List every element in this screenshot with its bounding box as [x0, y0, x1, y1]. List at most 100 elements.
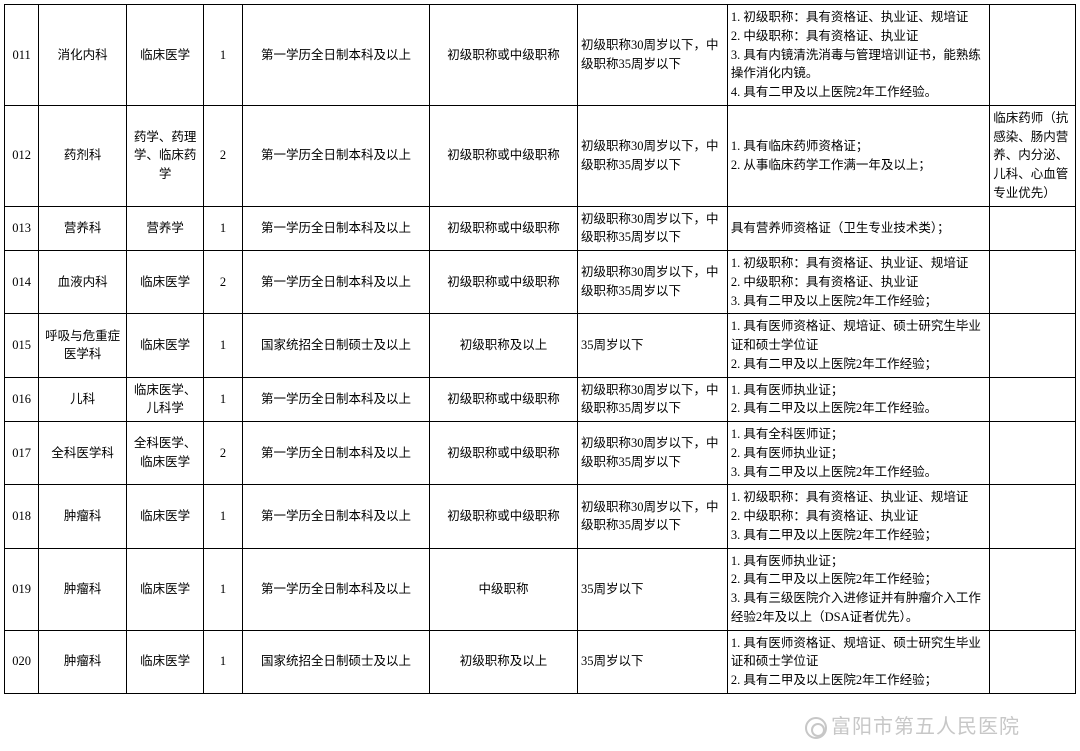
cell: 临床医学、儿科学	[127, 377, 204, 422]
cell: 第一学历全日制本科及以上	[242, 5, 429, 106]
cell: 1. 初级职称：具有资格证、执业证、规培证2. 中级职称：具有资格证、执业证3.…	[727, 5, 989, 106]
cell	[990, 314, 1076, 377]
cell: 第一学历全日制本科及以上	[242, 206, 429, 251]
cell: 第一学历全日制本科及以上	[242, 485, 429, 548]
cell: 具有营养师资格证（卫生专业技术类）；	[727, 206, 989, 251]
cell	[990, 377, 1076, 422]
cell: 1. 初级职称：具有资格证、执业证、规培证2. 中级职称：具有资格证、执业证3.…	[727, 251, 989, 314]
cell: 1	[204, 377, 243, 422]
cell: 初级职称30周岁以下，中级职称35周岁以下	[577, 377, 727, 422]
cell: 肿瘤科	[39, 548, 127, 630]
cell: 初级职称或中级职称	[430, 105, 578, 206]
cell: 015	[5, 314, 39, 377]
cell: 肿瘤科	[39, 485, 127, 548]
cell: 全科医学科	[39, 422, 127, 485]
recruitment-table: 011消化内科临床医学1第一学历全日制本科及以上初级职称或中级职称初级职称30周…	[4, 4, 1076, 694]
cell	[990, 251, 1076, 314]
table-row: 020肿瘤科临床医学1国家统招全日制硕士及以上初级职称及以上35周岁以下1. 具…	[5, 630, 1076, 693]
cell: 1	[204, 5, 243, 106]
cell: 1	[204, 548, 243, 630]
cell: 营养学	[127, 206, 204, 251]
cell: 第一学历全日制本科及以上	[242, 105, 429, 206]
cell: 第一学历全日制本科及以上	[242, 548, 429, 630]
cell: 第一学历全日制本科及以上	[242, 377, 429, 422]
cell: 1. 具有医师执业证；2. 具有二甲及以上医院2年工作经验。	[727, 377, 989, 422]
cell: 儿科	[39, 377, 127, 422]
cell: 1. 具有医师执业证；2. 具有二甲及以上医院2年工作经验；3. 具有三级医院介…	[727, 548, 989, 630]
cell: 1. 具有医师资格证、规培证、硕士研究生毕业证和硕士学位证2. 具有二甲及以上医…	[727, 314, 989, 377]
cell: 1. 初级职称：具有资格证、执业证、规培证2. 中级职称：具有资格证、执业证3.…	[727, 485, 989, 548]
cell: 呼吸与危重症医学科	[39, 314, 127, 377]
cell: 初级职称30周岁以下，中级职称35周岁以下	[577, 105, 727, 206]
cell: 药学、药理学、临床药学	[127, 105, 204, 206]
cell	[990, 422, 1076, 485]
cell: 初级职称30周岁以下，中级职称35周岁以下	[577, 485, 727, 548]
cell: 1. 具有全科医师证；2. 具有医师执业证；3. 具有二甲及以上医院2年工作经验…	[727, 422, 989, 485]
cell: 初级职称及以上	[430, 314, 578, 377]
cell: 013	[5, 206, 39, 251]
table-row: 013营养科营养学1第一学历全日制本科及以上初级职称或中级职称初级职称30周岁以…	[5, 206, 1076, 251]
cell: 014	[5, 251, 39, 314]
cell: 药剂科	[39, 105, 127, 206]
cell: 初级职称或中级职称	[430, 206, 578, 251]
cell: 国家统招全日制硕士及以上	[242, 630, 429, 693]
cell: 初级职称或中级职称	[430, 377, 578, 422]
cell: 第一学历全日制本科及以上	[242, 422, 429, 485]
cell: 初级职称或中级职称	[430, 5, 578, 106]
cell: 1	[204, 630, 243, 693]
table-row: 018肿瘤科临床医学1第一学历全日制本科及以上初级职称或中级职称初级职称30周岁…	[5, 485, 1076, 548]
cell: 019	[5, 548, 39, 630]
cell: 全科医学、临床医学	[127, 422, 204, 485]
cell: 35周岁以下	[577, 314, 727, 377]
cell: 011	[5, 5, 39, 106]
table-row: 019肿瘤科临床医学1第一学历全日制本科及以上中级职称35周岁以下1. 具有医师…	[5, 548, 1076, 630]
table-row: 014血液内科临床医学2第一学历全日制本科及以上初级职称或中级职称初级职称30周…	[5, 251, 1076, 314]
cell: 临床医学	[127, 5, 204, 106]
table-row: 012药剂科药学、药理学、临床药学2第一学历全日制本科及以上初级职称或中级职称初…	[5, 105, 1076, 206]
cell: 临床医学	[127, 251, 204, 314]
cell: 临床医学	[127, 548, 204, 630]
cell: 35周岁以下	[577, 548, 727, 630]
table-row: 017全科医学科全科医学、临床医学2第一学历全日制本科及以上初级职称或中级职称初…	[5, 422, 1076, 485]
cell	[990, 548, 1076, 630]
cell: 初级职称30周岁以下，中级职称35周岁以下	[577, 206, 727, 251]
cell: 初级职称或中级职称	[430, 485, 578, 548]
cell: 018	[5, 485, 39, 548]
table-row: 011消化内科临床医学1第一学历全日制本科及以上初级职称或中级职称初级职称30周…	[5, 5, 1076, 106]
cell: 营养科	[39, 206, 127, 251]
cell: 初级职称30周岁以下，中级职称35周岁以下	[577, 251, 727, 314]
cell	[990, 5, 1076, 106]
cell: 012	[5, 105, 39, 206]
cell	[990, 206, 1076, 251]
cell: 临床药师（抗感染、肠内营养、内分泌、儿科、心血管专业优先）	[990, 105, 1076, 206]
cell: 初级职称或中级职称	[430, 422, 578, 485]
cell: 肿瘤科	[39, 630, 127, 693]
cell: 初级职称或中级职称	[430, 251, 578, 314]
cell: 第一学历全日制本科及以上	[242, 251, 429, 314]
cell: 国家统招全日制硕士及以上	[242, 314, 429, 377]
cell	[990, 485, 1076, 548]
cell	[990, 630, 1076, 693]
cell: 消化内科	[39, 5, 127, 106]
cell: 2	[204, 105, 243, 206]
cell: 初级职称及以上	[430, 630, 578, 693]
table-row: 015呼吸与危重症医学科临床医学1国家统招全日制硕士及以上初级职称及以上35周岁…	[5, 314, 1076, 377]
cell: 1. 具有临床药师资格证；2. 从事临床药学工作满一年及以上；	[727, 105, 989, 206]
cell: 1	[204, 314, 243, 377]
cell: 1	[204, 485, 243, 548]
cell: 临床医学	[127, 314, 204, 377]
cell: 1	[204, 206, 243, 251]
cell: 020	[5, 630, 39, 693]
cell: 017	[5, 422, 39, 485]
table-row: 016儿科临床医学、儿科学1第一学历全日制本科及以上初级职称或中级职称初级职称3…	[5, 377, 1076, 422]
cell: 016	[5, 377, 39, 422]
cell: 临床医学	[127, 630, 204, 693]
cell: 2	[204, 251, 243, 314]
cell: 初级职称30周岁以下，中级职称35周岁以下	[577, 422, 727, 485]
cell: 2	[204, 422, 243, 485]
cell: 初级职称30周岁以下，中级职称35周岁以下	[577, 5, 727, 106]
cell: 1. 具有医师资格证、规培证、硕士研究生毕业证和硕士学位证2. 具有二甲及以上医…	[727, 630, 989, 693]
cell: 临床医学	[127, 485, 204, 548]
cell: 35周岁以下	[577, 630, 727, 693]
cell: 血液内科	[39, 251, 127, 314]
